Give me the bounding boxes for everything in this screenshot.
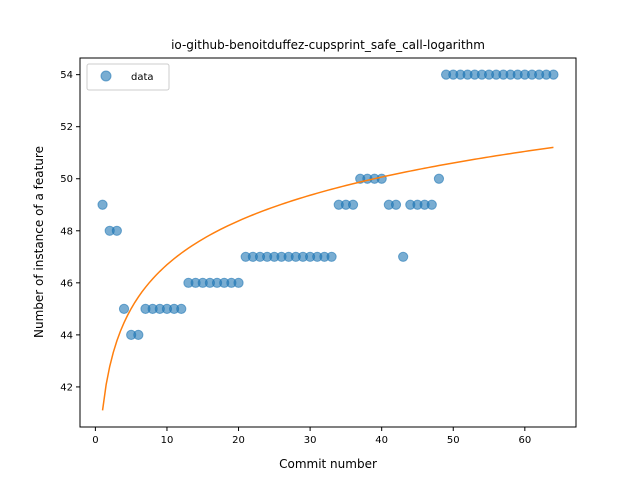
data-point xyxy=(390,199,402,210)
data-point xyxy=(326,251,337,262)
y-tick-label: 52 xyxy=(60,122,73,133)
data-point xyxy=(376,173,387,184)
x-tick-label: 60 xyxy=(518,435,531,446)
y-axis-label: Number of instance of a feature xyxy=(32,146,46,338)
x-axis: 0 10 20 30 40 50 60 xyxy=(92,427,531,446)
legend-box xyxy=(86,63,170,91)
x-tick-label: 40 xyxy=(375,435,388,446)
y-tick-label: 42 xyxy=(60,382,73,393)
data-point xyxy=(426,199,437,210)
axes-frame xyxy=(79,57,577,428)
fit-line xyxy=(101,146,554,411)
legend-marker xyxy=(100,70,112,82)
chart-title: io-github-benoitduffez-cupsprint_safe_ca… xyxy=(171,38,485,52)
x-tick-label: 10 xyxy=(161,435,174,446)
y-axis: 42 44 46 48 50 52 54 xyxy=(60,70,80,393)
x-axis-label: Commit number xyxy=(279,457,377,471)
data-point xyxy=(233,277,244,288)
data-point xyxy=(398,251,409,262)
data-point xyxy=(111,225,122,236)
data-point xyxy=(347,199,359,210)
x-tick-label: 20 xyxy=(232,435,245,446)
data-point xyxy=(548,69,559,80)
data-point xyxy=(118,303,130,314)
y-tick-label: 50 xyxy=(60,174,73,185)
data-point xyxy=(176,303,187,314)
x-tick-label: 50 xyxy=(447,435,460,446)
data-point xyxy=(97,199,108,210)
legend-label-data: data xyxy=(131,72,154,83)
data-point xyxy=(133,329,144,340)
y-tick-label: 48 xyxy=(60,226,73,237)
y-tick-label: 46 xyxy=(60,278,73,289)
x-tick-label: 30 xyxy=(304,435,317,446)
data-point xyxy=(433,173,445,184)
x-tick-label: 0 xyxy=(92,435,98,446)
legend: data xyxy=(86,63,170,91)
y-tick-label: 44 xyxy=(60,330,73,341)
plot-area xyxy=(97,69,559,411)
y-tick-label: 54 xyxy=(60,70,73,81)
